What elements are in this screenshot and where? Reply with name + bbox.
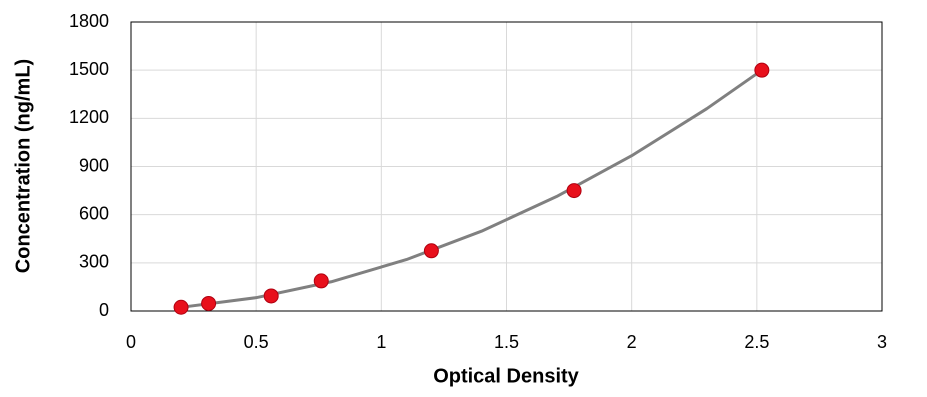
x-tick-label: 0.5 xyxy=(244,332,269,352)
point xyxy=(423,243,439,259)
point xyxy=(173,299,189,315)
point xyxy=(313,273,329,289)
y-tick-label: 600 xyxy=(79,203,109,223)
x-tick-label: 2.5 xyxy=(744,332,769,352)
x-tick-label: 1.5 xyxy=(494,332,519,352)
y-tick-label: 1500 xyxy=(69,59,109,79)
point xyxy=(201,295,217,311)
point xyxy=(566,183,582,199)
y-axis-title: Concentration (ng/mL) xyxy=(12,59,34,273)
point xyxy=(754,62,770,78)
plot-border xyxy=(130,21,883,312)
x-axis-title: Optical Density xyxy=(433,365,579,387)
y-tick-label: 1800 xyxy=(69,11,109,31)
x-tick-label: 1 xyxy=(376,332,386,352)
fit-curve xyxy=(180,68,763,309)
x-tick-label: 2 xyxy=(627,332,637,352)
point xyxy=(263,288,279,304)
x-tick-label: 3 xyxy=(877,332,887,352)
y-tick-label: 0 xyxy=(99,300,109,320)
y-tick-label: 1200 xyxy=(69,107,109,127)
y-tick-label: 900 xyxy=(79,155,109,175)
x-tick-label: 0 xyxy=(126,332,136,352)
y-tick-label: 300 xyxy=(79,252,109,272)
